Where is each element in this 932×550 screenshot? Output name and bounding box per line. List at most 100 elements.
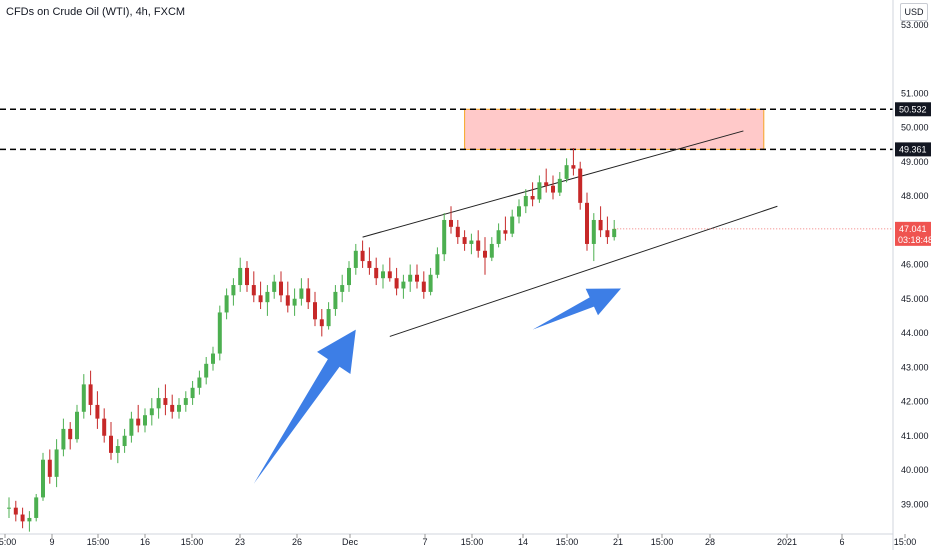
candle-body [421, 281, 426, 292]
candle-body [476, 240, 481, 251]
candle-body [143, 415, 147, 426]
candle-body [612, 228, 617, 238]
candle-body [183, 398, 188, 405]
candle-body [61, 428, 66, 450]
x-tick-label: 15:00 [181, 537, 204, 547]
candle-body [272, 281, 277, 292]
candle-body [578, 168, 583, 203]
candle-body [81, 384, 86, 412]
y-tick-label: 41.000 [901, 431, 929, 441]
candle-body [353, 250, 358, 268]
candle-body [442, 219, 447, 255]
candle-body [333, 291, 338, 310]
candle-body [129, 418, 134, 436]
level-tag [895, 142, 931, 157]
y-tick-label: 40.000 [901, 465, 929, 475]
resistance-zone[interactable] [464, 108, 765, 150]
candle-body [306, 288, 311, 303]
candle-body [503, 230, 508, 234]
candle-body [591, 219, 596, 244]
candle-body [156, 398, 161, 409]
y-tick-label: 42.000 [901, 397, 929, 407]
x-tick-label: 15:00 [556, 537, 579, 547]
y-tick-label: 46.000 [901, 260, 929, 270]
y-tick-label: 49.000 [901, 157, 929, 167]
candle-body [571, 165, 576, 169]
candle-body [605, 230, 610, 238]
candle-body [279, 281, 283, 296]
trend-arrow-0[interactable] [253, 329, 356, 484]
currency-badge[interactable]: USD [900, 3, 928, 21]
x-tick-label: 28 [705, 537, 715, 547]
candle-body [136, 418, 141, 426]
candle-body [326, 309, 331, 327]
y-tick-label: 48.000 [901, 191, 929, 201]
level-tag [895, 102, 931, 117]
x-tick-label: 15:00 [461, 537, 484, 547]
candle-body [401, 281, 406, 289]
candle-body [408, 274, 413, 282]
candle-body [510, 216, 515, 234]
candle-body [68, 428, 73, 440]
current-price-tag [895, 221, 931, 246]
candle-body [41, 459, 45, 498]
candle-body [340, 285, 345, 292]
channel-lower-line[interactable] [389, 205, 778, 337]
y-tick-label: 44.000 [901, 328, 929, 338]
candle-body [381, 271, 385, 279]
candle-body [292, 298, 297, 306]
candle-body [122, 435, 127, 447]
y-tick-label: 45.000 [901, 294, 929, 304]
level-tag-label: 49.361 [899, 144, 927, 154]
candle-body [238, 267, 243, 286]
candle-body [88, 384, 93, 405]
y-tick-label: 50.000 [901, 123, 929, 133]
x-tick-label: 7 [422, 537, 427, 547]
candle-body [149, 408, 154, 416]
candle-body [483, 250, 487, 258]
candle-body [211, 353, 215, 364]
y-tick-label: 43.000 [901, 362, 929, 372]
candle-body [313, 302, 317, 320]
x-tick-label: Dec [342, 537, 359, 547]
x-tick-label: 2021 [777, 537, 797, 547]
candle-body [319, 319, 324, 327]
candle-body [265, 291, 270, 303]
candle-body [231, 285, 236, 296]
candle-body [347, 267, 351, 286]
candle-body [95, 404, 100, 419]
candle-body [204, 363, 209, 378]
candle-body [75, 411, 79, 440]
x-tick-label: 6 [839, 537, 844, 547]
x-tick-label: 23 [235, 537, 245, 547]
candle-body [435, 254, 440, 275]
candle-body [517, 206, 521, 217]
candle-body [537, 182, 542, 200]
candle-body [523, 196, 528, 207]
candle-body [102, 418, 107, 436]
candle-body [109, 435, 113, 453]
candle-body [551, 185, 555, 193]
candle-body [469, 240, 474, 244]
candle-body [360, 250, 365, 262]
candle-body [115, 446, 120, 453]
candle-body [170, 404, 175, 412]
x-tick-label: 21 [613, 537, 623, 547]
y-tick-label: 39.000 [901, 499, 929, 509]
chart-title: CFDs on Crude Oil (WTI), 4h, FXCM [6, 6, 186, 18]
candle-body [415, 274, 419, 282]
candle-body [20, 514, 25, 522]
x-tick-label: 15:00 [651, 537, 674, 547]
candle-body [598, 219, 603, 231]
candle-body [455, 226, 460, 238]
candle-body [449, 219, 453, 227]
x-tick-label: 15:00 [894, 537, 917, 547]
y-tick-label: 51.000 [901, 88, 929, 98]
candle-body [7, 507, 11, 509]
candle-body [394, 278, 399, 289]
candle-body [54, 449, 59, 477]
candle-body [224, 295, 229, 313]
candle-body [428, 274, 433, 292]
trend-arrow-1[interactable] [532, 288, 621, 330]
